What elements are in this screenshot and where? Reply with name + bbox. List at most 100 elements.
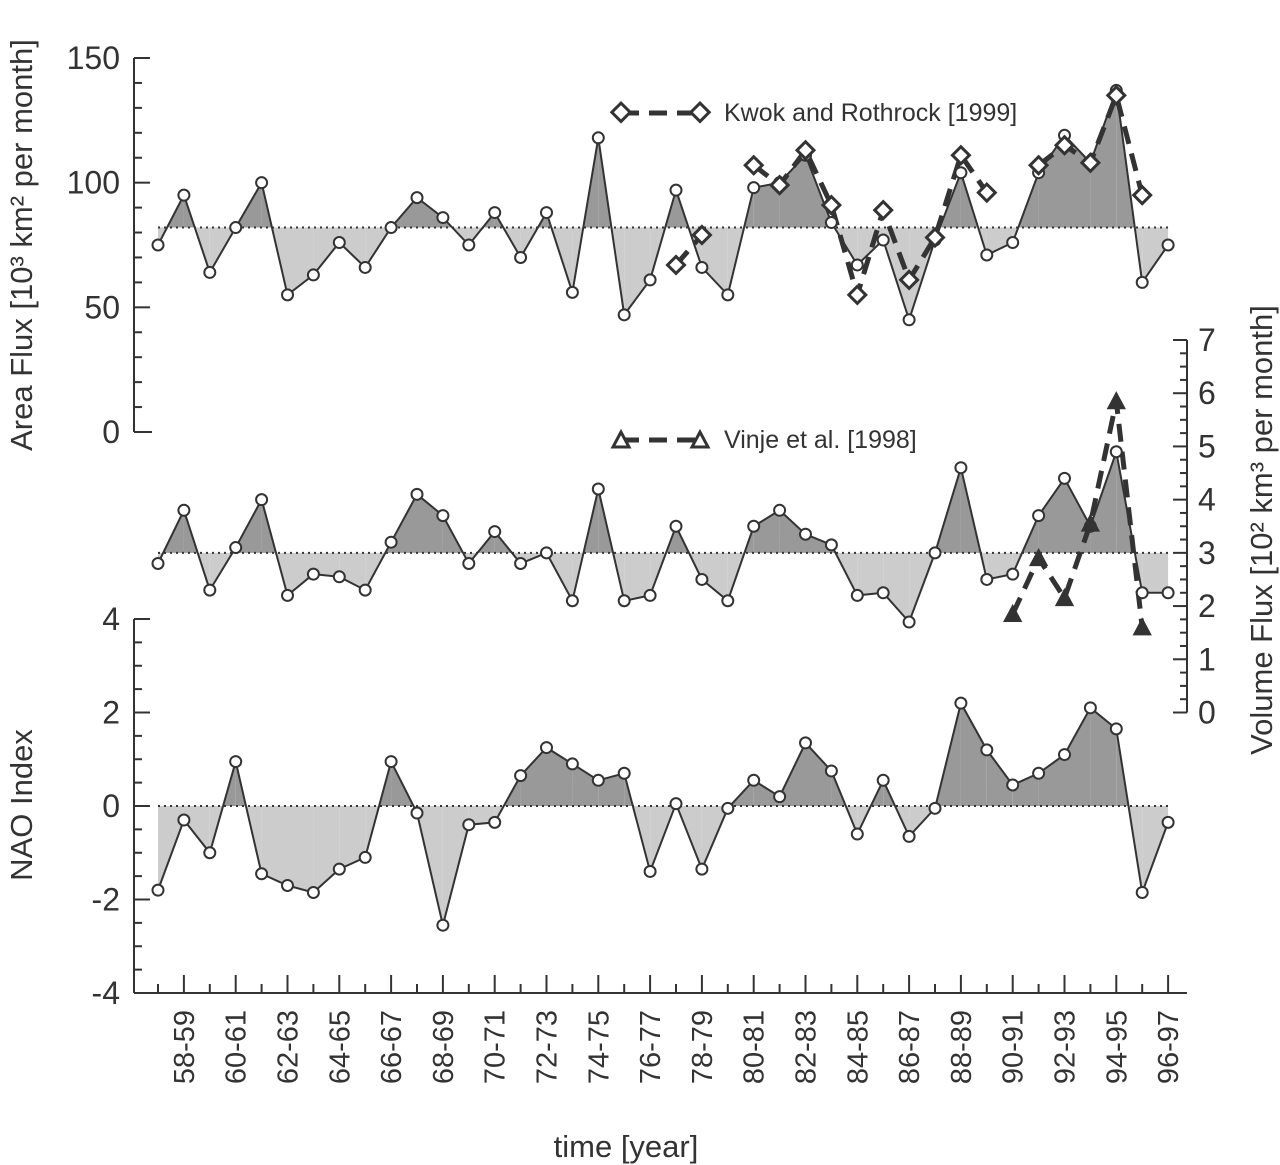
nao-tick-label: 4 <box>102 601 120 637</box>
nao-point <box>436 918 450 932</box>
volume-point <box>462 557 476 570</box>
nao-positive-fill <box>598 773 625 806</box>
area-comparison-point <box>1079 152 1102 174</box>
area-positive-fill <box>1038 135 1065 228</box>
nao-point <box>462 818 476 832</box>
nao-index-ylabel: NAO Index <box>4 729 39 881</box>
nao-point <box>773 790 787 804</box>
volume-point <box>1109 445 1123 459</box>
area-point <box>384 221 398 235</box>
area-comparison-point <box>794 139 817 161</box>
area-point <box>281 288 294 302</box>
nao-point <box>824 764 838 778</box>
area-point <box>177 188 191 202</box>
mean-lines <box>158 226 1169 807</box>
area-point <box>436 211 450 225</box>
nao-point <box>410 806 424 820</box>
area-point <box>1161 238 1175 252</box>
volume-positive-fill <box>753 510 780 553</box>
nao-point <box>255 867 269 881</box>
volume-point <box>721 594 735 608</box>
x-tick-label: 60-61 <box>221 1010 253 1084</box>
area-tick-label: 0 <box>102 414 120 450</box>
area-negative-fill <box>313 227 340 275</box>
volume-point <box>850 588 864 602</box>
nao-tick-label: 0 <box>102 788 120 824</box>
volume-positive-fill <box>1038 478 1065 553</box>
nao-point <box>876 773 890 787</box>
nao-negative-fill <box>183 806 210 853</box>
volume-point <box>954 461 968 475</box>
nao-negative-fill <box>287 806 314 893</box>
area-point <box>565 285 579 299</box>
x-tick-label: 84-85 <box>842 1010 874 1084</box>
nao-point <box>1083 701 1097 715</box>
area-flux-ylabel: Area Flux [10³ km² per month] <box>4 39 39 451</box>
area-point <box>824 216 838 230</box>
nao-negative-fill <box>1142 806 1169 893</box>
nao-point <box>747 773 761 787</box>
volume-tick-label: 7 <box>1198 322 1216 358</box>
area-point <box>306 268 320 282</box>
nao-positive-fill <box>986 749 1013 806</box>
nao-point <box>980 743 994 757</box>
nao-point <box>229 755 243 769</box>
volume-point <box>540 546 553 560</box>
x-tick-label: 72-73 <box>532 1010 564 1084</box>
volume-series-line <box>157 447 1169 624</box>
nao-point <box>540 741 553 755</box>
area-tick-label: 50 <box>84 289 120 325</box>
nao-positive-fill <box>960 703 987 806</box>
area-point <box>954 166 968 180</box>
volume-tick-label: 3 <box>1198 535 1216 571</box>
area-point <box>410 191 424 205</box>
nao-negative-fill <box>339 806 366 870</box>
area-comparison-point <box>743 154 765 176</box>
nao-point <box>1135 885 1149 899</box>
volume-point <box>643 588 657 602</box>
volume-point <box>410 487 424 501</box>
area-tick-label: 100 <box>67 165 120 201</box>
volume-point <box>1135 586 1149 600</box>
nao-positive-fill <box>572 763 599 806</box>
area-comparison-point <box>846 284 868 306</box>
volume-point <box>747 519 761 533</box>
area-positive-fill <box>753 182 780 228</box>
area-comparison-point <box>768 174 791 196</box>
x-tick-label: 62-63 <box>273 1010 305 1084</box>
volume-point <box>695 572 709 586</box>
nao-positive-fill <box>1038 754 1065 806</box>
volume-point <box>358 583 372 597</box>
volume-negative-fill <box>857 552 884 596</box>
nao-point <box>617 766 631 780</box>
x-tick-label: 96-97 <box>1153 1010 1185 1084</box>
volume-flux-ylabel: Volume Flux [10² km³ per month] <box>1244 305 1279 755</box>
x-tick-label: 92-93 <box>1050 1010 1082 1084</box>
x-tick-label: 82-83 <box>791 1010 823 1084</box>
nao-tick-label: 2 <box>102 695 120 731</box>
nao-point <box>902 829 916 843</box>
area-point <box>695 260 709 274</box>
x-tick-label: 80-81 <box>739 1010 771 1084</box>
x-tick-label: 58-59 <box>169 1010 201 1084</box>
volume-point <box>255 493 269 507</box>
volume-point <box>281 588 294 602</box>
volume-tick-label: 4 <box>1198 482 1216 518</box>
volume-comparison-point <box>1054 587 1075 607</box>
nao-point <box>850 827 864 841</box>
volume-comparison-point <box>1106 391 1126 410</box>
volume-negative-fill <box>986 552 1013 580</box>
nao-point <box>565 757 579 771</box>
area-point <box>902 313 916 327</box>
volume-point <box>436 509 450 523</box>
legends: Kwok and Rothrock [1999] Vinje et al. [1… <box>609 99 1017 454</box>
nao-positive-fill <box>753 780 780 806</box>
area-negative-fill <box>1142 227 1169 283</box>
nao-point <box>643 864 657 878</box>
area-comparison-point <box>976 182 998 204</box>
volume-point <box>1161 586 1175 600</box>
area-positive-fill <box>1090 90 1117 228</box>
area-point <box>747 181 761 195</box>
volume-comparison-point <box>1003 603 1023 623</box>
